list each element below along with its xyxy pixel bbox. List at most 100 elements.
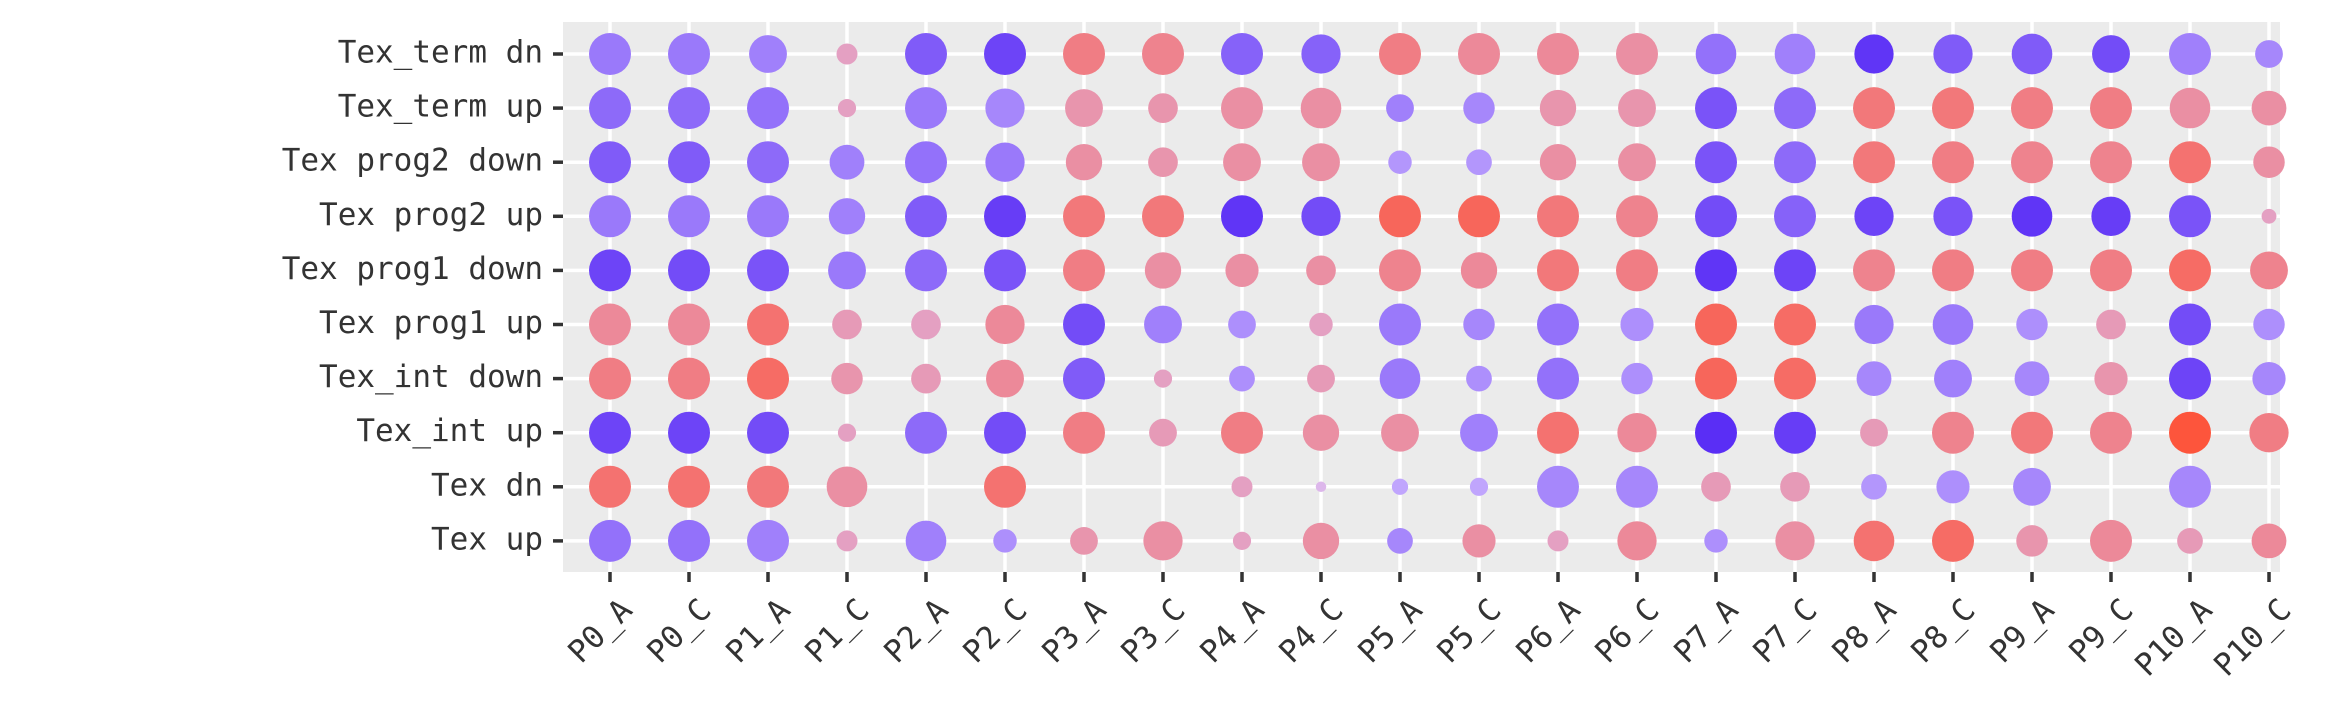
data-point [1934, 359, 1972, 398]
data-point [831, 362, 863, 395]
data-point [2011, 87, 2053, 130]
x-tick-label: P6_C [1588, 592, 1666, 670]
data-point [2090, 411, 2132, 454]
y-tick-label: Tex_int down [319, 359, 543, 395]
data-point [589, 357, 631, 400]
data-point [1617, 521, 1657, 561]
data-point [2253, 146, 2285, 178]
data-point [2255, 40, 2283, 68]
x-tick-label: P10_A [2128, 592, 2220, 684]
x-tick-label: P2_C [956, 592, 1034, 670]
data-point [1774, 249, 1816, 292]
data-point [747, 411, 789, 454]
data-point [1386, 94, 1414, 122]
data-point [1302, 522, 1340, 560]
data-point [829, 144, 865, 180]
data-point [2014, 361, 2050, 397]
data-points [589, 33, 2289, 562]
data-point [1932, 87, 1974, 130]
data-point [1547, 530, 1569, 552]
y-tick-label: Tex prog1 down [282, 251, 543, 287]
data-point [1932, 141, 1974, 184]
data-point [1381, 413, 1419, 452]
data-point [985, 304, 1025, 345]
data-point [826, 466, 868, 508]
data-point [1065, 144, 1103, 181]
data-point [1306, 255, 1336, 286]
data-point [1469, 477, 1489, 496]
data-point [1616, 465, 1658, 508]
data-point [1463, 308, 1495, 341]
data-point [1695, 141, 1737, 184]
data-point [668, 465, 710, 508]
y-tick-label: Tex prog2 down [282, 143, 543, 179]
data-point [1853, 141, 1895, 184]
data-point [905, 141, 947, 184]
data-point [1466, 365, 1492, 392]
data-point [1854, 34, 1894, 74]
data-point [668, 87, 710, 130]
y-tick-label: Tex_term dn [338, 35, 543, 71]
data-point [2011, 195, 2053, 237]
data-point [2169, 87, 2211, 129]
x-axis: P0_A P0_C P1_A P1_C P2_A P2_C P3_A P3_C P4_A P4_C… [561, 572, 2299, 684]
data-point [984, 465, 1026, 508]
data-point [747, 303, 789, 346]
data-point [2011, 249, 2053, 292]
data-point [1774, 303, 1816, 346]
data-point [1063, 303, 1105, 346]
data-point [1932, 304, 1974, 345]
data-point [1225, 253, 1259, 288]
data-point [1070, 527, 1098, 555]
data-point [1537, 195, 1579, 238]
data-point [1144, 305, 1182, 344]
y-tick-label: Tex prog2 up [319, 197, 543, 233]
data-point [1148, 147, 1178, 178]
x-tick-label: P1_A [719, 592, 797, 670]
data-point [1537, 249, 1579, 292]
data-point [1618, 89, 1656, 128]
data-point [589, 87, 631, 130]
data-point [1618, 143, 1656, 182]
data-point [1616, 33, 1658, 75]
y-tick-label: Tex up [431, 521, 543, 557]
x-tick-label: P2_A [877, 592, 955, 670]
data-point [985, 142, 1025, 182]
data-point [905, 249, 947, 292]
data-point [1065, 89, 1103, 128]
data-point [1221, 33, 1263, 75]
data-point [1704, 529, 1728, 553]
data-point [1387, 528, 1413, 554]
data-point [1780, 471, 1810, 502]
data-point [1701, 471, 1731, 502]
x-tick-label: P8_C [1904, 592, 1982, 670]
data-point [2090, 87, 2132, 130]
data-point [1853, 520, 1895, 562]
data-point [2169, 411, 2211, 454]
data-point [832, 309, 862, 340]
data-point [1621, 362, 1653, 395]
data-point [905, 411, 947, 454]
y-tick-label: Tex dn [431, 467, 543, 503]
data-point [2011, 141, 2053, 184]
data-point [1379, 303, 1421, 346]
data-point [1301, 34, 1341, 74]
data-point [1231, 476, 1253, 498]
data-point [668, 141, 710, 184]
data-point [1933, 196, 1973, 236]
data-point [1854, 196, 1894, 236]
data-point [1537, 357, 1579, 400]
data-point [1932, 249, 1974, 292]
data-point [1221, 195, 1263, 238]
data-point [747, 519, 789, 562]
data-point [1229, 365, 1255, 392]
data-point [1379, 249, 1421, 292]
data-point [905, 33, 947, 75]
data-point [668, 33, 710, 75]
x-tick-label: P8_A [1825, 592, 1903, 670]
data-point [1774, 411, 1816, 454]
data-point [1379, 33, 1421, 75]
data-point [668, 519, 710, 562]
data-point [1861, 473, 1887, 500]
